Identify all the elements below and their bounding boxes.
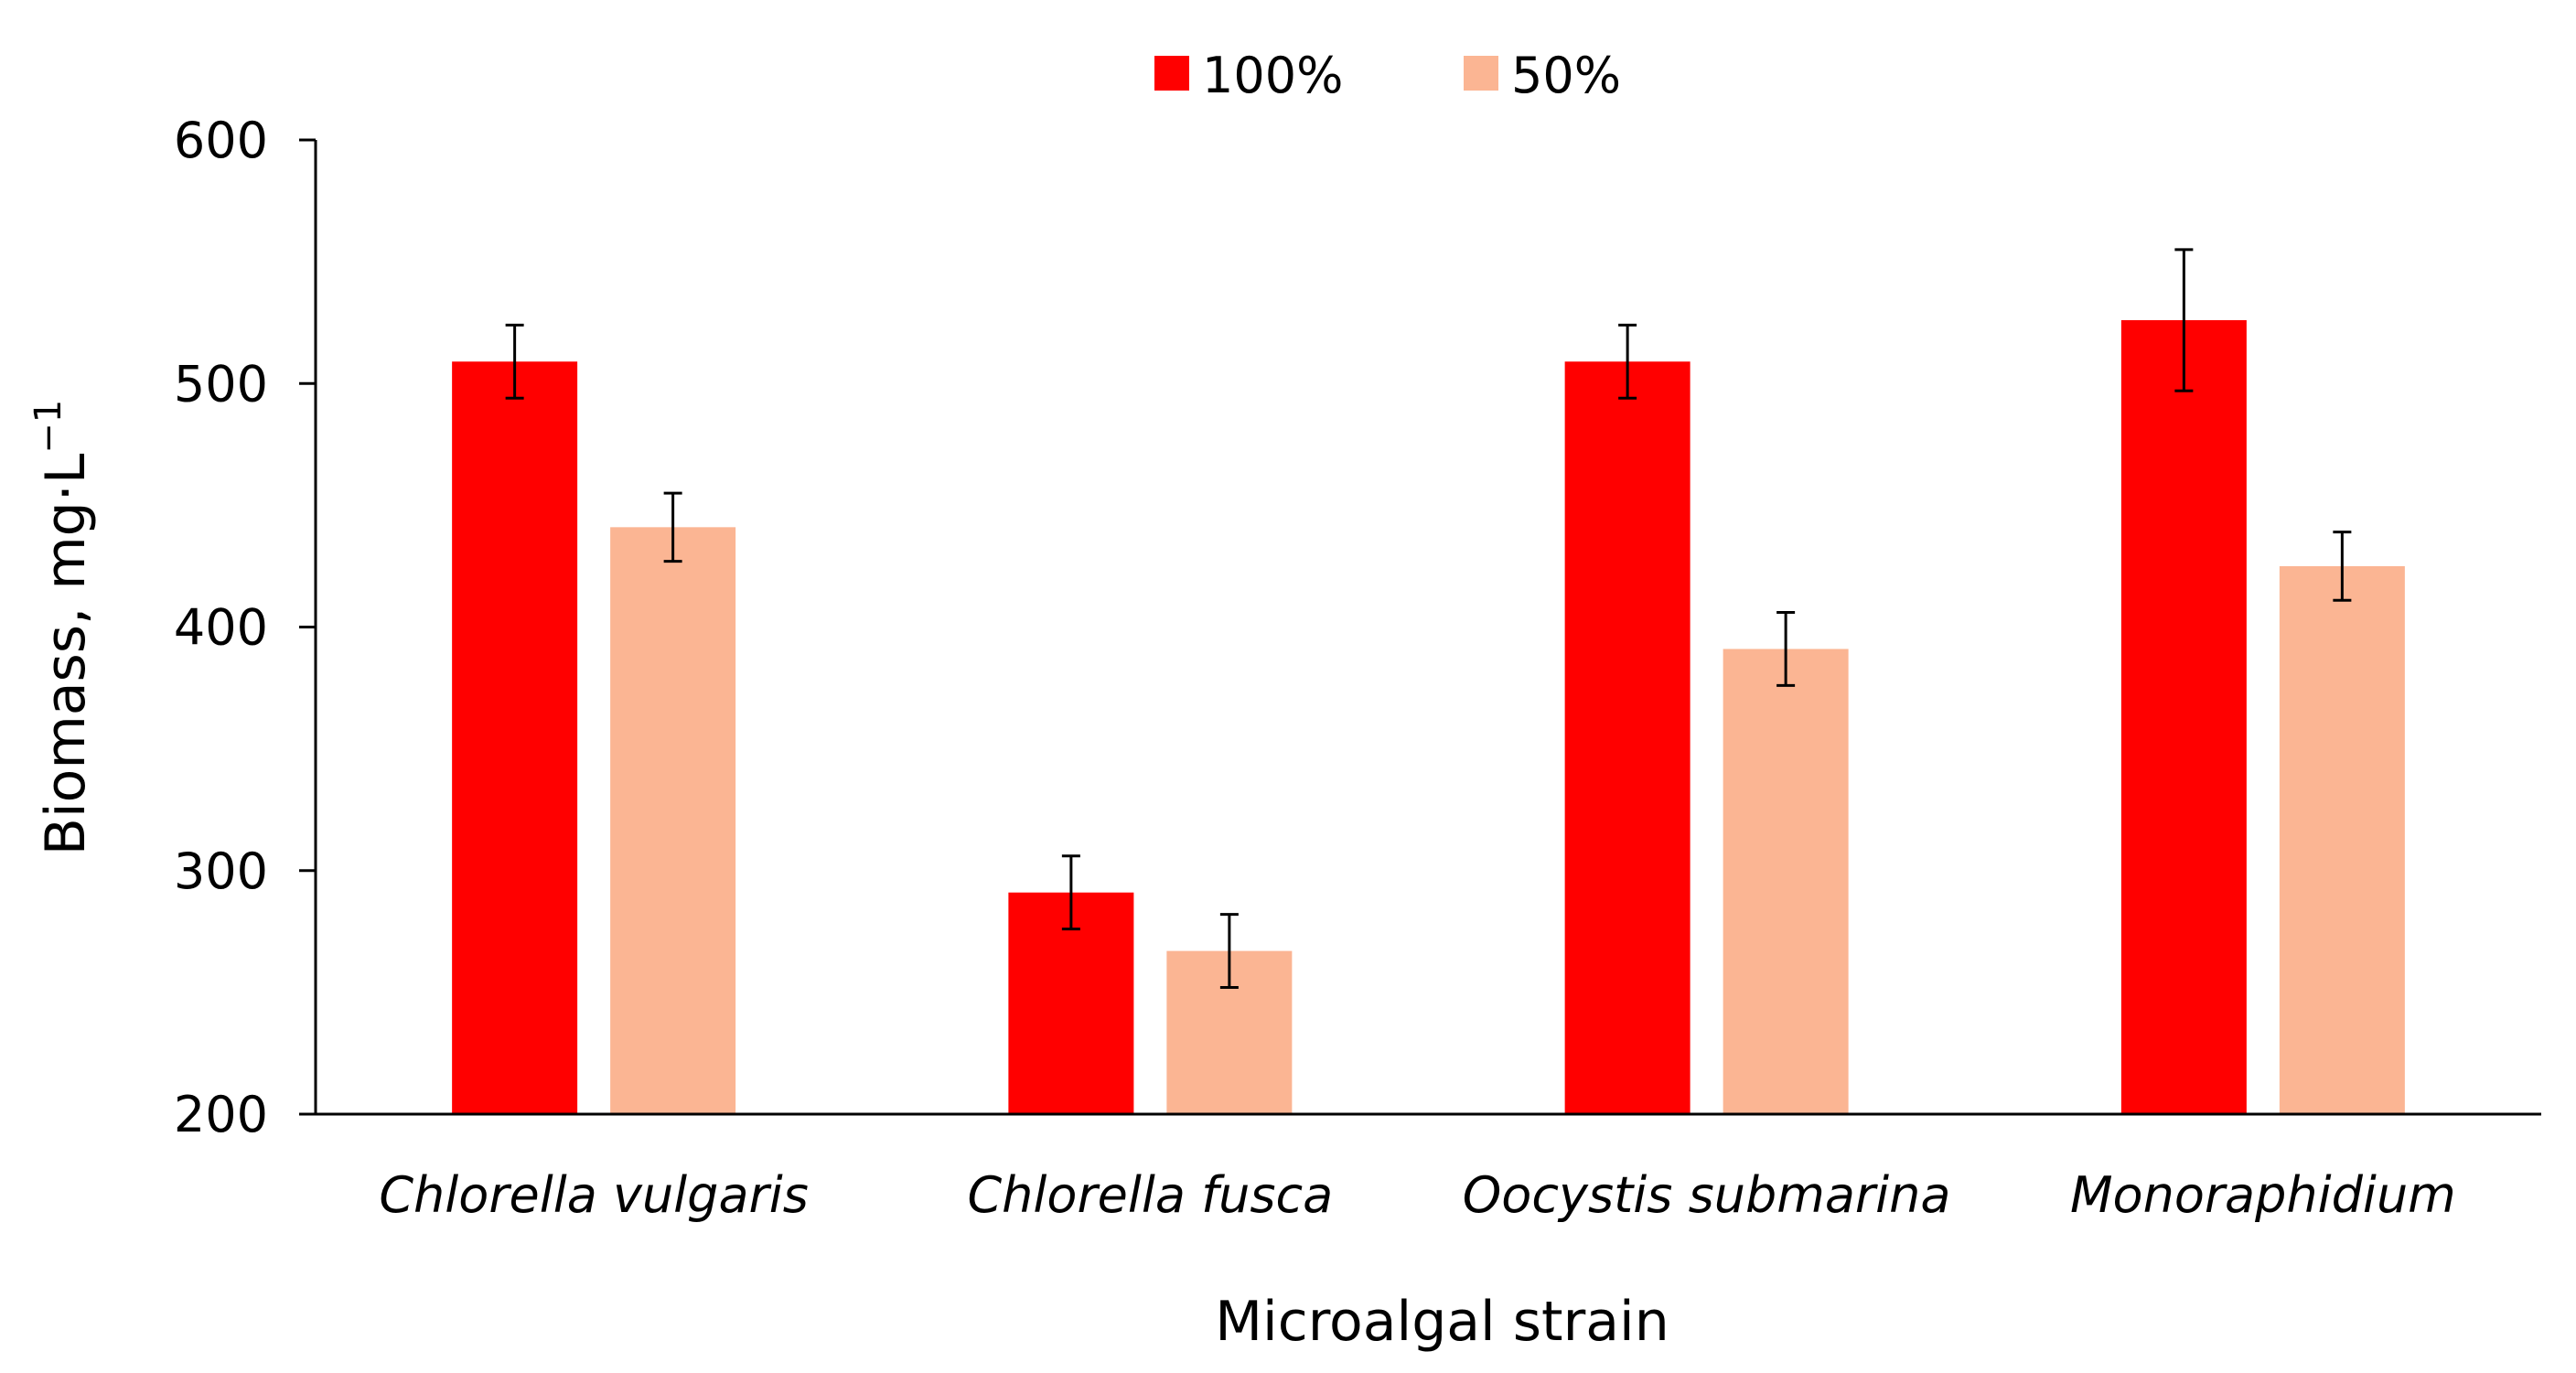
legend-item-50: 50% <box>1464 47 1621 104</box>
x-tick-label: Oocystis submarina <box>1463 1166 1951 1224</box>
y-tick-label: 400 <box>174 599 268 657</box>
y-tick-label: 200 <box>174 1086 268 1143</box>
axes-layer <box>299 138 2541 1116</box>
bar-100-0 <box>452 361 578 1115</box>
legend-swatch <box>1154 56 1189 91</box>
x-tick-label: Chlorella vulgaris <box>379 1166 809 1224</box>
y-tick-label: 500 <box>174 355 268 413</box>
bar-50-0 <box>610 527 736 1114</box>
labels-layer: Chlorella vulgaris Chlorella fusca Oocysti… <box>27 112 2456 1354</box>
bar-100-2 <box>1564 361 1690 1115</box>
bar-50-3 <box>2279 565 2405 1114</box>
x-tick-label: Chlorella fusca <box>967 1166 1333 1224</box>
legend: 100% 50% <box>1154 47 1621 104</box>
legend-swatch <box>1464 56 1498 91</box>
error-bars-layer <box>505 248 2352 990</box>
x-axis-title: Microalgal strain <box>1215 1290 1669 1354</box>
error-bar-0-2 <box>1618 323 1637 400</box>
error-bar-0-1 <box>1061 854 1080 931</box>
y-axis-title: Biomass, mg·L−1 <box>27 400 98 855</box>
error-bar-0-0 <box>505 323 524 400</box>
error-bar-1-3 <box>2333 531 2352 602</box>
y-tick-label: 300 <box>174 842 268 900</box>
legend-label: 100% <box>1202 47 1343 104</box>
error-bar-1-1 <box>1219 913 1239 990</box>
x-tick-label: Monoraphidium <box>2070 1166 2456 1224</box>
error-bar-1-2 <box>1776 611 1796 687</box>
error-bar-1-0 <box>663 491 682 563</box>
y-axis-title-superscript: −1 <box>27 400 70 454</box>
error-bar-0-3 <box>2174 248 2194 392</box>
bars-layer <box>452 320 2405 1115</box>
legend-label: 50% <box>1511 47 1621 104</box>
y-tick-label: 600 <box>174 112 268 169</box>
bar-100-3 <box>2120 320 2247 1114</box>
legend-item-100: 100% <box>1154 47 1343 104</box>
y-axis-title-main: Biomass, mg·L <box>34 453 98 855</box>
bar-50-2 <box>1723 649 1849 1114</box>
